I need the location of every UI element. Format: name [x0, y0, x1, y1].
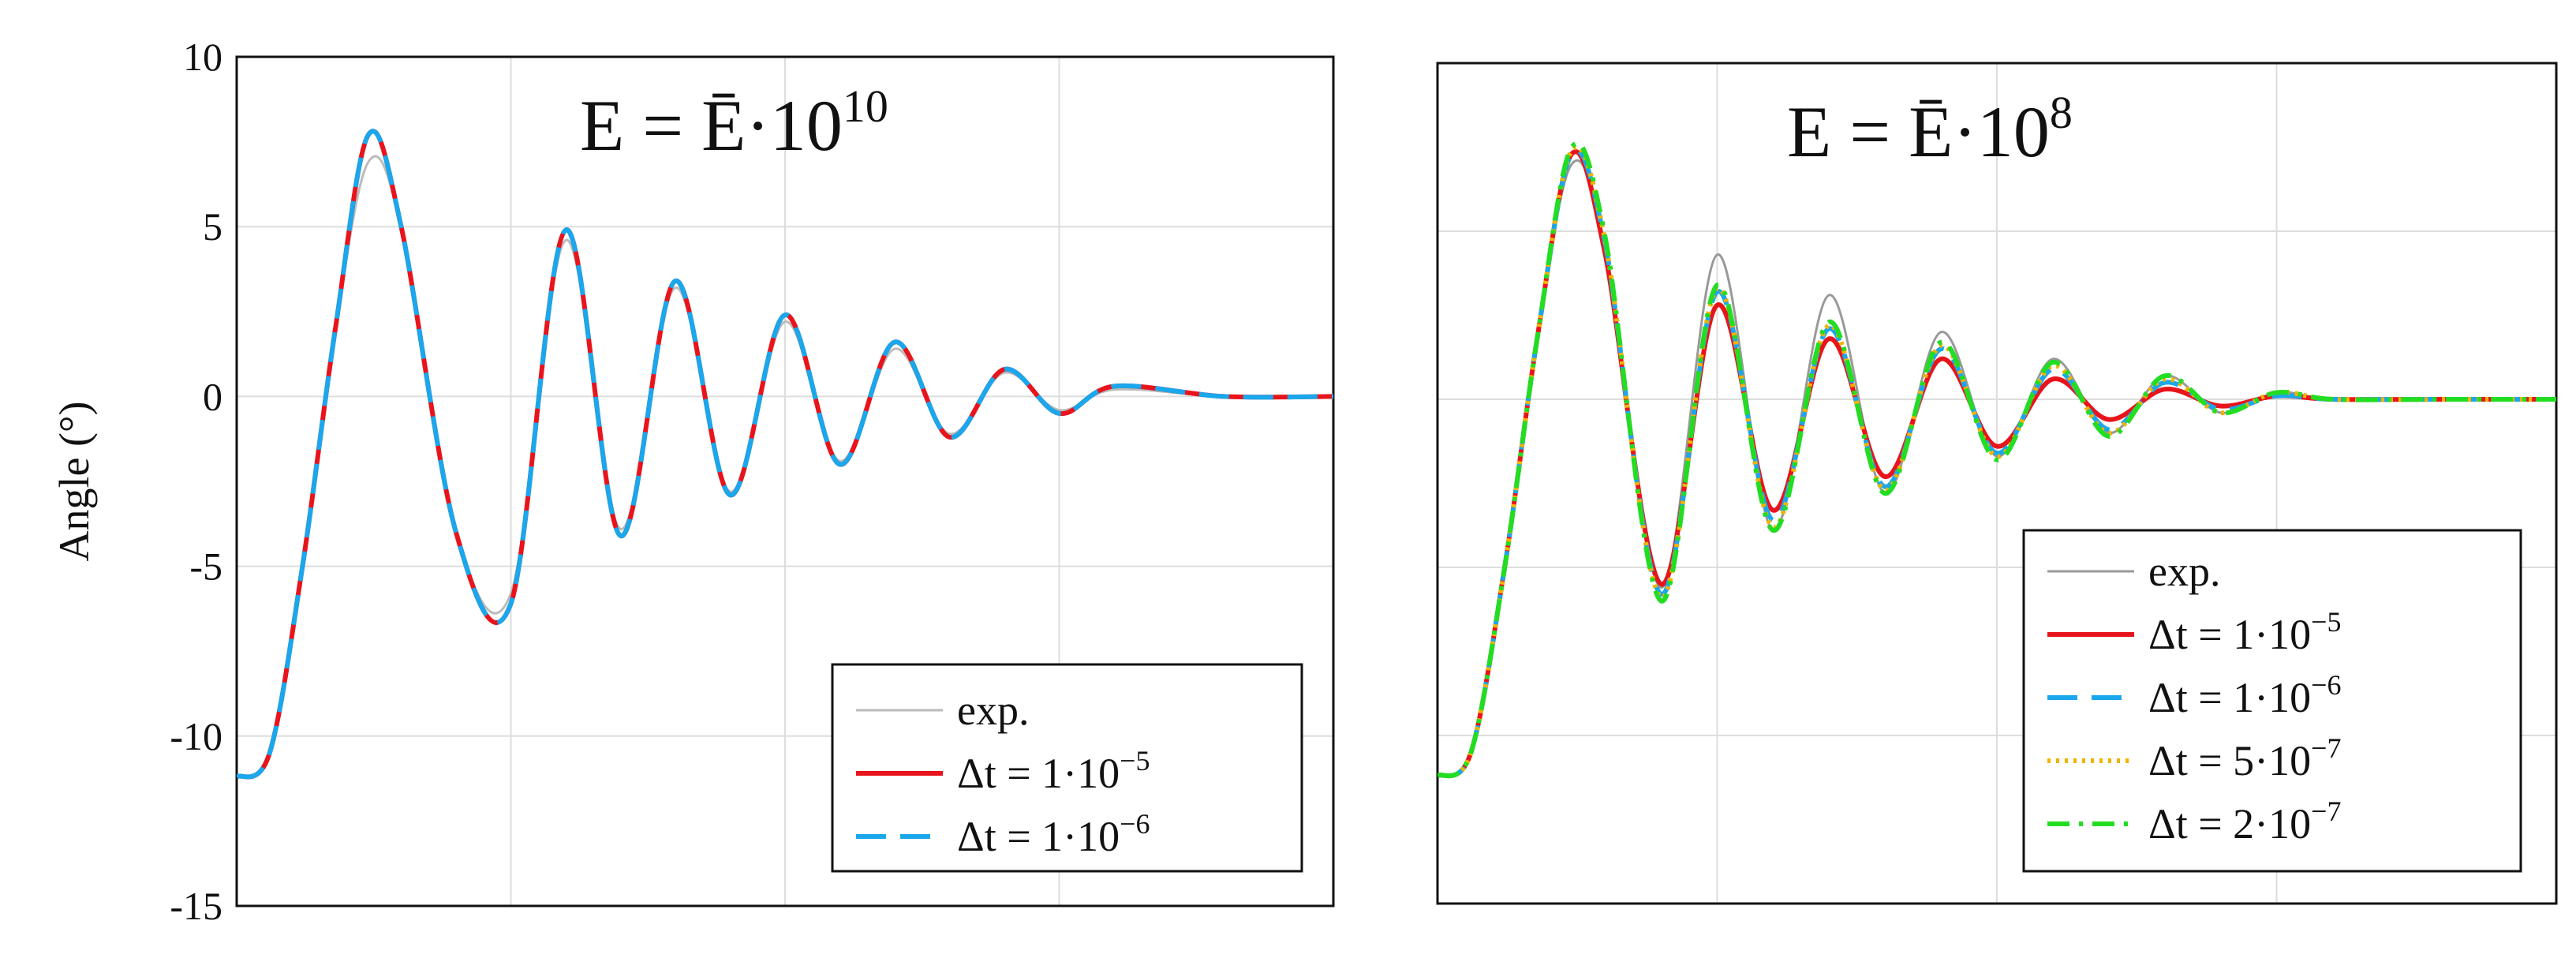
series-line-dt5e-7 [1438, 144, 2556, 779]
y-tick-label: 0 [203, 374, 222, 418]
legend-label-exp: exp. [2148, 548, 2220, 595]
y-axis-label: Angle (°) [50, 401, 98, 561]
y-tick-label: 5 [203, 204, 222, 249]
y-tick-label: -10 [170, 714, 222, 758]
y-tick-label: -15 [170, 884, 222, 928]
legend-label-dt5e-7: Δt = 5·10−7 [2148, 732, 2341, 784]
plot-frame [1436, 62, 2558, 905]
legend-label-dt1e-6: Δt = 1·10−6 [957, 808, 1150, 860]
legend-label-dt2e-7: Δt = 2·10−7 [2148, 795, 2341, 848]
panel-left: 10 5 0 -5 -10 -15 Angle (°) E = Ē·1010 exp. Δt = … [50, 35, 1335, 928]
y-tick-label: -5 [189, 544, 222, 589]
plot-frame [235, 55, 1335, 907]
y-tick-label: 10 [183, 35, 222, 79]
legend-box [2022, 529, 2522, 873]
panel-right: E = Ē·108 exp. Δt = 1·10−5 Δt = 1·10−6 Δt = … [1436, 62, 2558, 905]
legend-label-exp: exp. [957, 687, 1029, 734]
series-line-dt2e-7 [1438, 140, 2556, 779]
legend-label-dt1e-6: Δt = 1·10−6 [2148, 669, 2341, 721]
panel-annotation: E = Ē·108 [1787, 87, 2073, 172]
legend: exp. Δt = 1·10−5 Δt = 1·10−6 Δt = 5·10−7 Δt … [2022, 529, 2522, 873]
panel-annotation: E = Ē·1010 [580, 80, 888, 166]
series-line-dt1e-6 [237, 129, 1333, 780]
legend-label-dt1e-5: Δt = 1·10−5 [957, 745, 1150, 797]
legend-label-dt1e-5: Δt = 1·10−5 [2148, 606, 2341, 658]
legend: exp. Δt = 1·10−5 Δt = 1·10−6 [831, 663, 1303, 873]
